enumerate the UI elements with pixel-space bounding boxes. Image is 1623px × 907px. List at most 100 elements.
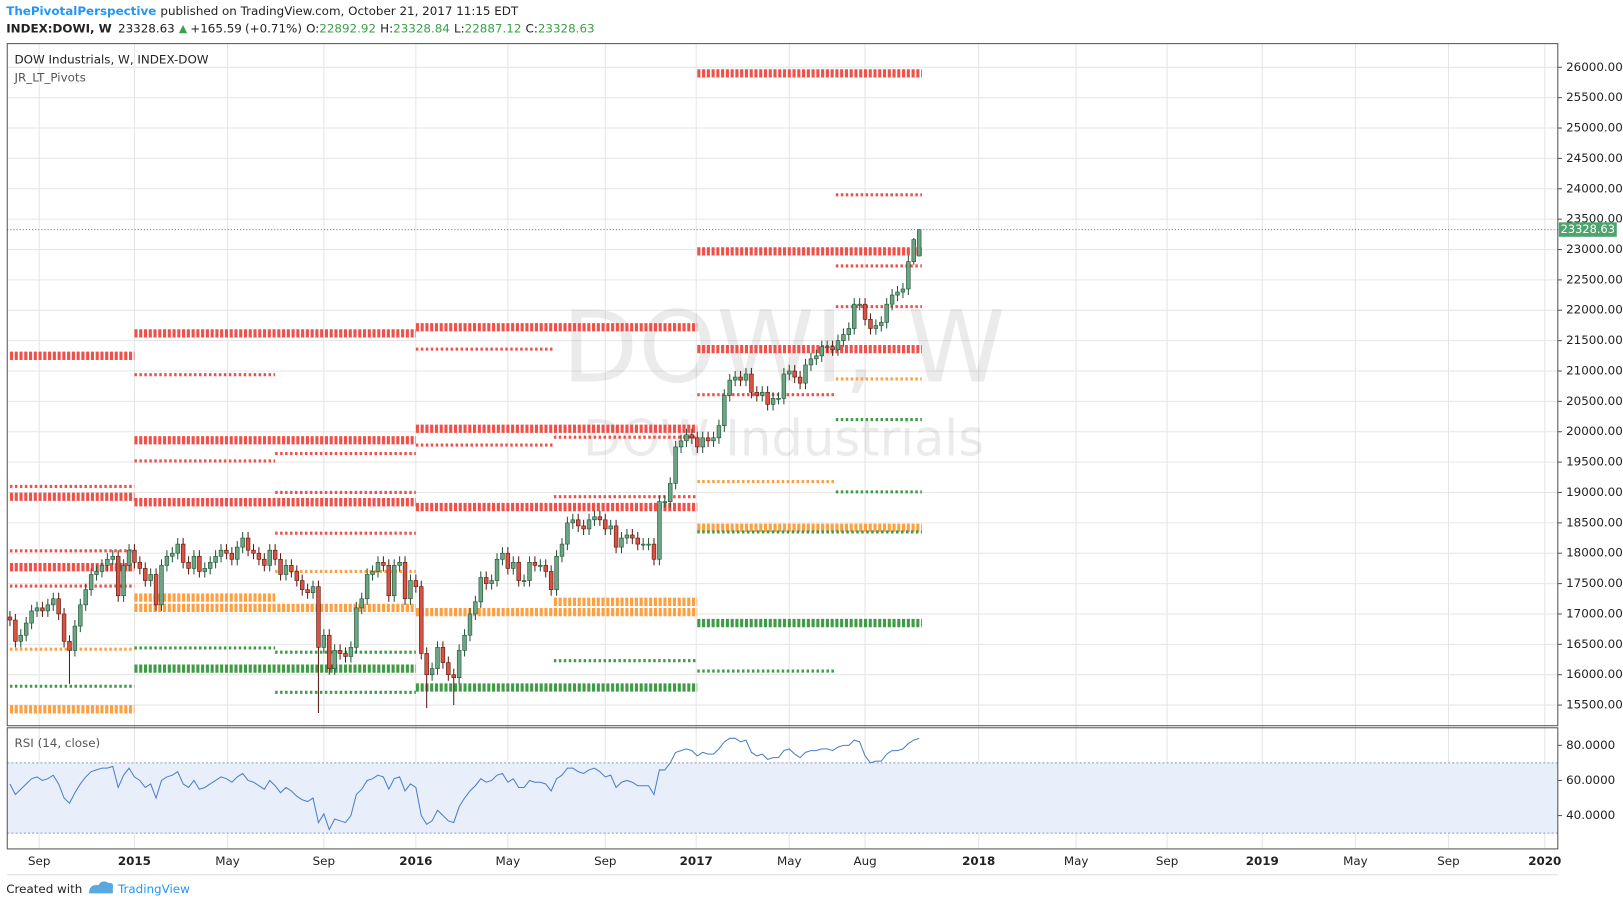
candle-body (538, 565, 543, 567)
y-tick-label: 20000.00 (1566, 424, 1623, 438)
y-tick-label: 23000.00 (1566, 242, 1623, 256)
candle-body (364, 574, 370, 600)
candle-body (776, 398, 781, 400)
candle-body (916, 229, 922, 257)
candle-body (435, 647, 440, 669)
candle-body (700, 437, 705, 448)
rsi-band-fill (7, 762, 1558, 834)
y-tick-label: 16000.00 (1566, 667, 1623, 681)
candle-body (343, 653, 348, 657)
candle-body (624, 534, 630, 539)
rsi-tick-label: 40.0000 (1566, 808, 1615, 822)
candle-body (278, 558, 283, 575)
candle-body (94, 571, 99, 575)
candle-body (446, 662, 451, 676)
candle-body (462, 634, 467, 651)
candle-body (429, 668, 435, 676)
change: +165.59 (190, 22, 242, 36)
candle-body (484, 577, 489, 584)
main-pane-border (6, 43, 1559, 727)
candle-body (451, 674, 456, 679)
candle-body (603, 519, 608, 530)
candle-body (711, 437, 716, 442)
candle-body (532, 562, 538, 566)
rsi-pane-border (6, 727, 1559, 850)
last-price-label: 23328.63 (1561, 222, 1615, 236)
candle-body (88, 574, 94, 590)
y-tick-label: 18000.00 (1566, 546, 1623, 560)
candle-body (126, 549, 132, 566)
candle-body (143, 568, 148, 581)
candle-body (180, 543, 186, 563)
candle-body (732, 376, 738, 381)
candle-body (159, 565, 164, 606)
close-label: C: (526, 22, 538, 36)
x-tick-label: Sep (594, 854, 616, 868)
candle-body (559, 543, 565, 557)
candle-body (548, 571, 554, 590)
candle-body (99, 565, 105, 572)
candle-body (175, 543, 180, 554)
close-value: 23328.63 (538, 22, 595, 36)
candle-body (473, 601, 478, 615)
low-value: 22887.12 (465, 22, 522, 36)
candle-body (889, 294, 895, 305)
candle-body (262, 558, 267, 566)
candle-body (213, 555, 218, 563)
last-price-box (1558, 222, 1617, 237)
candle-body (321, 634, 327, 648)
candle-body (830, 346, 835, 351)
candle-body (592, 516, 597, 521)
candle-body (570, 519, 576, 524)
candle-body (45, 604, 51, 612)
x-tick-label: May (215, 854, 240, 868)
labels: DOW Industrials, W, INDEX-DOW JR_LT_Pivo… (13, 53, 1622, 868)
candle-body (835, 340, 841, 351)
rsi-title: RSI (14, close) (14, 736, 100, 750)
candle-body (781, 373, 787, 399)
candle-body (668, 483, 673, 502)
y-tick-label: 19000.00 (1566, 485, 1623, 499)
candle-body (824, 346, 830, 349)
frame (6, 43, 1559, 876)
rsi-tick-label: 60.0000 (1566, 773, 1615, 787)
y-tick-label: 24500.00 (1566, 151, 1623, 165)
candle-body (105, 558, 110, 566)
rsi (9, 737, 920, 831)
candle-body (413, 580, 419, 587)
x-tick-label: 2015 (118, 854, 151, 868)
candle-body (738, 376, 743, 381)
candle-body (72, 625, 78, 651)
candle-body (554, 555, 559, 590)
y-tick-label: 15500.00 (1566, 698, 1623, 712)
grid (7, 43, 1562, 849)
candle-body (543, 565, 548, 572)
candle-body (186, 562, 191, 569)
candle-body (51, 598, 56, 606)
y-tick-label: 19500.00 (1566, 455, 1623, 469)
candle-body (332, 650, 337, 669)
y-tick-label: 25000.00 (1566, 121, 1623, 135)
candle-body (148, 574, 153, 581)
x-tick-label: 2020 (1528, 854, 1561, 868)
candle-body (808, 358, 814, 366)
candle-body (662, 501, 668, 503)
candle-body (716, 425, 722, 439)
candle-body (576, 519, 581, 527)
candle-body (895, 291, 900, 296)
footer-brand: TradingView (117, 882, 190, 896)
candle-body (40, 607, 45, 612)
candle-body (359, 598, 364, 609)
candle-body (657, 501, 662, 560)
candle-body (218, 549, 224, 557)
candle-body (267, 549, 272, 566)
candle-body (743, 373, 749, 381)
candle-body (121, 565, 126, 597)
candle-body (61, 613, 67, 642)
candle-body (170, 552, 175, 557)
candle-body (684, 434, 689, 442)
open-value: 22892.92 (319, 22, 376, 36)
candle-body (608, 525, 613, 530)
candle-body (803, 364, 808, 384)
y-tick-label: 24000.00 (1566, 181, 1623, 195)
